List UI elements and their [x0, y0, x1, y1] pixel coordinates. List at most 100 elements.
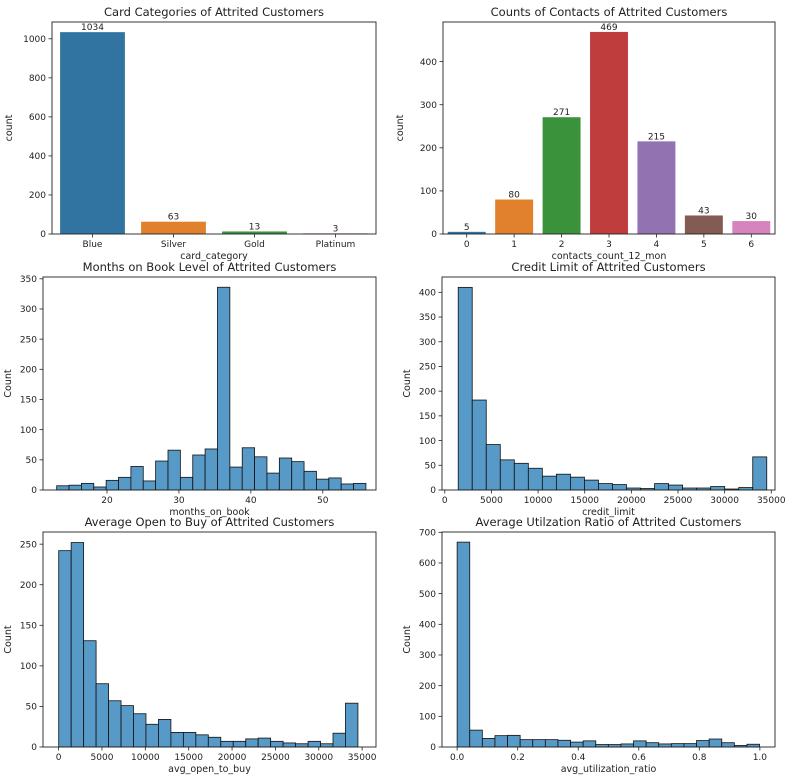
- bar-1: [495, 199, 534, 234]
- histogram-bar: [179, 476, 194, 491]
- histogram-bar: [570, 476, 585, 491]
- x-tick-label: 5: [701, 240, 707, 250]
- histogram-bar: [696, 740, 710, 748]
- histogram-bar: [282, 742, 296, 748]
- x-tick-label: Platinum: [316, 240, 356, 250]
- y-tick-label: 200: [419, 682, 436, 692]
- histogram-bar: [507, 734, 521, 748]
- x-tick-label: 6: [748, 240, 754, 250]
- y-tick-label: 100: [20, 662, 37, 672]
- bar-Gold: [222, 231, 287, 234]
- y-tick-label: 400: [419, 621, 436, 631]
- histogram-bar: [241, 447, 255, 491]
- histogram-bar: [620, 743, 634, 748]
- y-tick-label: 300: [419, 651, 436, 661]
- y-tick-label: 600: [419, 559, 436, 569]
- x-tick-label: 0: [464, 240, 470, 250]
- histogram-bar: [598, 483, 613, 491]
- y-tick-label: 200: [420, 144, 437, 154]
- histogram-bar: [645, 742, 660, 748]
- y-axis-label: count: [395, 114, 406, 141]
- x-tick-label: 50: [317, 496, 329, 506]
- data-label: 1034: [81, 23, 104, 33]
- y-tick-label: 400: [420, 58, 437, 68]
- histogram-bar: [195, 734, 209, 748]
- data-label: 469: [600, 23, 617, 33]
- x-tick-label: 25000: [664, 496, 693, 506]
- x-tick-label: 10000: [524, 496, 553, 506]
- y-tick-label: 0: [430, 743, 436, 753]
- x-tick-label: 0.8: [692, 753, 707, 763]
- histogram-bar: [457, 286, 473, 491]
- histogram-bar: [254, 456, 268, 491]
- x-tick-label: 20000: [617, 496, 646, 506]
- y-tick-label: 300: [419, 338, 436, 348]
- y-axis-label: Count: [3, 625, 14, 653]
- histogram-bar: [217, 286, 231, 491]
- histogram-bar: [544, 739, 559, 748]
- histogram-bar: [56, 485, 70, 491]
- x-axis-label: months_on_book: [169, 507, 250, 518]
- y-tick-label: 0: [31, 743, 37, 753]
- histogram-bar: [320, 743, 334, 748]
- y-tick-label: 150: [20, 396, 37, 406]
- chart-panel-1: 1034 63 13 3 Blue Silver Gold Platinum 0 200 400 60…: [4, 5, 377, 262]
- y-tick-label: 700: [419, 529, 436, 539]
- chart-panel-3: 20 30 40 50 0 50 100 150 200 250 300 350 Months on B…: [3, 260, 377, 518]
- histogram-bar: [499, 459, 515, 491]
- histogram-bar: [307, 740, 321, 748]
- x-tick-label: 30000: [710, 496, 739, 506]
- histogram-bar: [68, 484, 82, 491]
- y-tick-label: 100: [419, 437, 436, 447]
- y-tick-label: 350: [419, 313, 436, 323]
- x-tick-label: 3: [606, 240, 612, 250]
- histogram-bar: [81, 482, 95, 491]
- chart-title: Average Open to Buy of Attrited Customer…: [85, 515, 335, 529]
- y-tick-label: 400: [29, 152, 46, 162]
- bar-6: [732, 221, 771, 234]
- histogram-bar: [229, 466, 243, 491]
- y-tick-label: 0: [430, 486, 436, 496]
- y-axis-label: count: [4, 114, 15, 141]
- histogram-bar: [95, 683, 109, 748]
- histogram-bar: [108, 700, 122, 748]
- histogram-bar: [456, 541, 471, 748]
- histogram-bar: [70, 542, 85, 748]
- histogram-bar: [257, 737, 272, 748]
- histogram-bar: [170, 731, 184, 748]
- x-tick-label: 2: [559, 240, 565, 250]
- data-label: 80: [508, 191, 520, 201]
- x-tick-label: 40: [245, 496, 257, 506]
- histogram-bar: [303, 470, 317, 491]
- histogram-bar: [278, 457, 293, 491]
- histogram-bar: [207, 736, 222, 748]
- histogram-bar: [232, 740, 247, 748]
- histogram-bar: [570, 741, 584, 748]
- chart-title: Counts of Contacts of Attrited Customers: [491, 5, 728, 19]
- y-tick-label: 400: [419, 289, 436, 299]
- y-tick-label: 100: [20, 426, 37, 436]
- histogram-bar: [133, 713, 147, 748]
- x-tick-label: 5000: [480, 496, 503, 506]
- histogram-bar: [167, 449, 181, 491]
- axes-frame: [441, 276, 776, 491]
- histogram-bar: [245, 738, 259, 748]
- y-tick-label: 50: [26, 703, 38, 713]
- histogram-bar: [105, 479, 119, 491]
- histogram-bar: [708, 738, 723, 748]
- histogram-bar: [584, 479, 599, 491]
- histogram-bar: [494, 735, 508, 748]
- y-tick-label: 200: [20, 366, 37, 376]
- histogram-bar: [469, 729, 483, 748]
- x-tick-label: 0.2: [511, 753, 525, 763]
- x-tick-label: 25000: [261, 753, 290, 763]
- data-label: 30: [746, 212, 758, 222]
- x-tick-label: 35000: [757, 496, 786, 506]
- x-tick-label: Silver: [161, 240, 187, 250]
- data-label: 3: [333, 224, 339, 234]
- histogram-bar: [328, 477, 342, 491]
- histogram-bar: [633, 740, 647, 748]
- histogram-bar: [668, 484, 684, 491]
- x-axis-label: avg_utilization_ratio: [561, 764, 657, 775]
